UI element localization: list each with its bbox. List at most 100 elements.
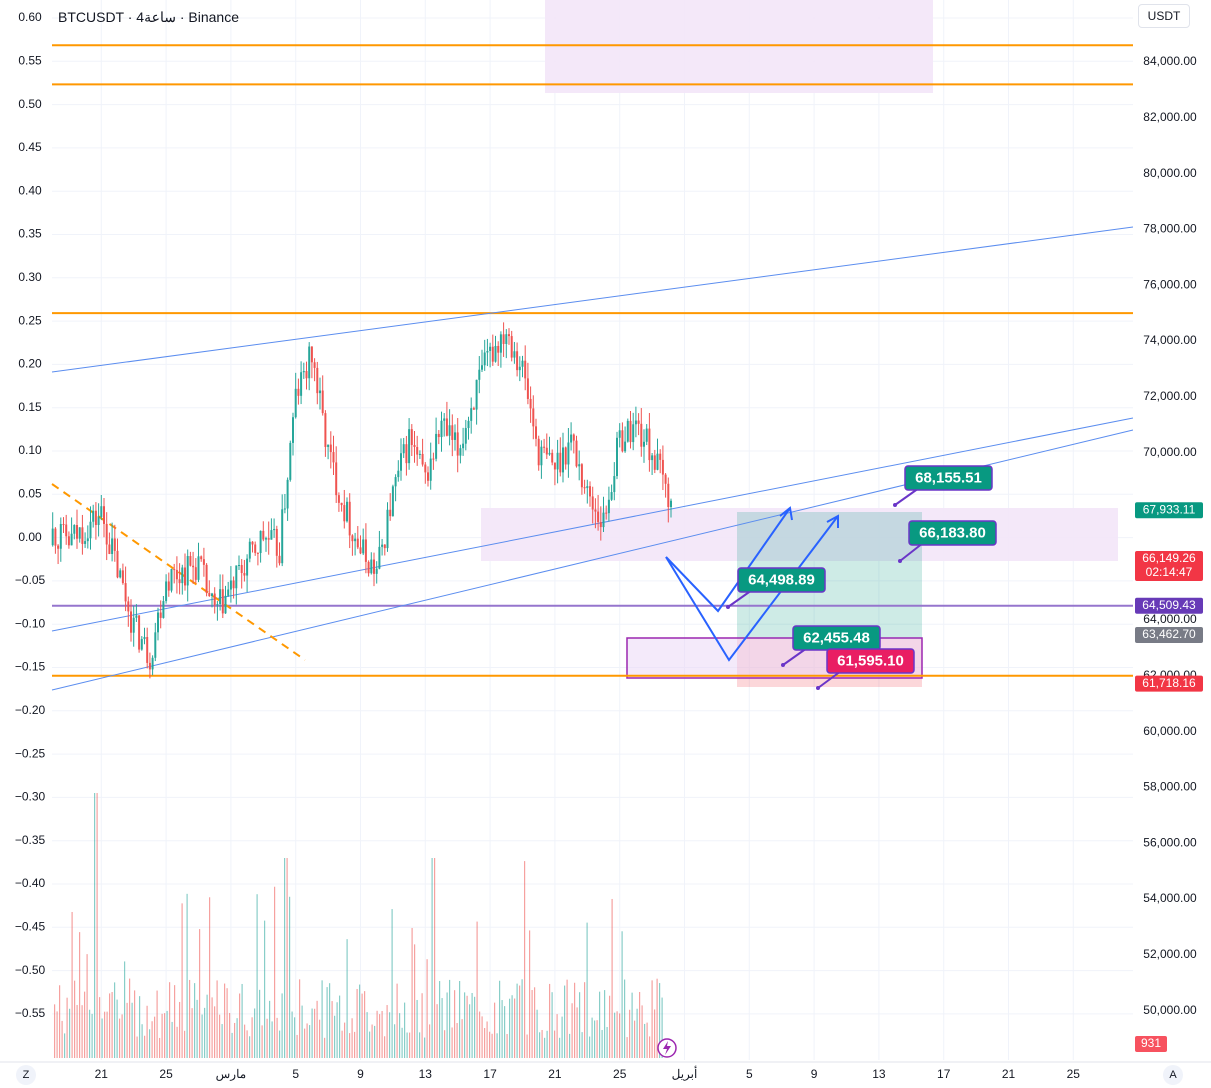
volume-bar: [56, 1011, 58, 1058]
volume-bar: [604, 990, 606, 1058]
volume-bar: [589, 1036, 591, 1058]
left-tick-label: −0.25: [15, 746, 46, 760]
volume-bar: [104, 1011, 106, 1058]
candle-body: [59, 524, 62, 549]
volume-bar: [461, 1019, 463, 1058]
volume-bar: [541, 1029, 543, 1058]
volume-bar: [274, 886, 276, 1058]
left-tick-label: 0.00: [18, 530, 42, 544]
volume-bar: [264, 920, 266, 1058]
volume-bar: [394, 1024, 396, 1058]
volume-bar: [576, 1007, 578, 1058]
candle-body: [227, 589, 230, 596]
volume-bar: [401, 1027, 403, 1058]
volume-bar: [91, 1013, 93, 1058]
volume-bar: [301, 1005, 303, 1058]
candle-body: [670, 500, 672, 507]
candle-body: [424, 464, 427, 473]
candle-body: [208, 592, 211, 596]
volume-bar: [236, 1018, 238, 1058]
time-tick-label: 25: [159, 1067, 173, 1081]
volume-bar: [121, 1014, 123, 1058]
volume-bar: [566, 979, 568, 1058]
candle-body: [535, 426, 537, 439]
candle-body: [175, 569, 178, 580]
volume-bar: [426, 959, 428, 1058]
candle-body: [146, 636, 149, 663]
candle-body: [462, 443, 465, 449]
candle-body: [283, 508, 286, 510]
candle-body: [159, 612, 162, 618]
volume-bar: [329, 983, 331, 1058]
candle-body: [470, 408, 473, 421]
candle-body: [432, 458, 435, 460]
volume-bar: [376, 1010, 378, 1058]
currency-unit-button[interactable]: USDT: [1138, 4, 1190, 28]
candle-body: [200, 556, 203, 560]
price-badge: 64,509.43: [1135, 597, 1203, 614]
volume-bar: [476, 921, 478, 1058]
volume-bar: [369, 1031, 371, 1058]
candle-body: [486, 350, 489, 353]
candle-body: [459, 448, 462, 456]
volume-bar: [176, 1026, 178, 1058]
candle-body: [489, 346, 492, 351]
candle-body: [140, 639, 143, 650]
candle-body: [124, 583, 127, 602]
volume-bar: [319, 1019, 321, 1058]
projection-path-1: [665, 507, 791, 613]
volume-bar: [499, 980, 501, 1058]
arrowhead-2: [826, 514, 839, 528]
candle-body: [354, 538, 357, 542]
candle-body: [348, 501, 351, 536]
volume-bar: [206, 994, 208, 1058]
resistance-zone: [481, 508, 1118, 561]
time-tick-label: 9: [811, 1067, 818, 1081]
left-tick-label: 0.55: [18, 53, 42, 67]
candle-body: [173, 569, 176, 571]
candle-body: [529, 398, 532, 409]
volume-bar: [534, 987, 536, 1058]
volume-bar: [186, 893, 188, 1058]
candle-body: [157, 612, 159, 633]
volume-bar: [526, 1034, 528, 1058]
candle-body: [502, 334, 505, 344]
candle-body: [637, 420, 640, 424]
candle-body: [664, 474, 667, 484]
candle-body: [391, 486, 394, 517]
volume-bar: [399, 1013, 401, 1058]
candle-body: [451, 425, 454, 440]
volume-bar: [336, 1002, 338, 1058]
candle-body: [94, 510, 97, 525]
candle-body: [302, 371, 305, 373]
auto-scale-button[interactable]: A: [1163, 1065, 1183, 1085]
volume-bar: [171, 1021, 173, 1058]
zoom-reset-button[interactable]: Z: [16, 1065, 36, 1085]
volume-bar: [164, 1013, 166, 1058]
candle-body: [394, 477, 397, 487]
callout-pointer: [727, 589, 753, 608]
volume-bar: [621, 931, 623, 1058]
candle-body: [65, 524, 68, 537]
candle-body: [562, 447, 564, 473]
candle-body: [580, 464, 583, 488]
candle-body: [262, 530, 265, 540]
volume-bar: [514, 998, 516, 1058]
volume-bar: [216, 980, 218, 1058]
candle-body: [616, 437, 618, 477]
volume-bar: [289, 896, 291, 1058]
candle-body: [213, 593, 216, 606]
candle-body: [464, 428, 467, 444]
volume-bar: [619, 1013, 621, 1058]
left-tick-label: 0.25: [18, 313, 42, 327]
candle-body: [254, 544, 257, 553]
callout-label: 62,455.48: [803, 629, 870, 646]
volume-bar: [536, 1009, 538, 1058]
volume-bar: [544, 1037, 546, 1058]
candle-body: [232, 580, 235, 589]
volume-bar: [356, 988, 358, 1058]
volume-bar: [601, 1029, 603, 1058]
candle-body: [367, 561, 370, 574]
volume-bar: [79, 932, 81, 1058]
